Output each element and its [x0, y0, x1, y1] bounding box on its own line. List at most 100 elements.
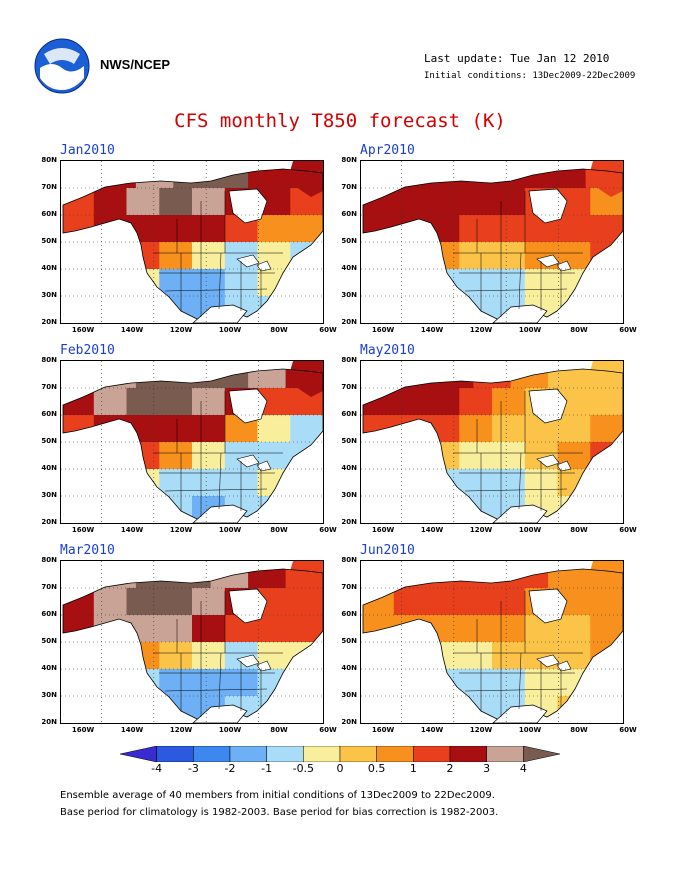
colorbar-swatch — [303, 746, 341, 762]
lat-label: 60N — [41, 410, 57, 418]
lat-label: 70N — [41, 583, 57, 591]
colorbar-tick-label: -1 — [261, 762, 273, 775]
lat-label: 30N — [41, 491, 57, 499]
lon-label: 160W — [371, 526, 395, 534]
lat-label: 80N — [41, 356, 57, 364]
forecast-map — [60, 160, 324, 324]
lon-label: 60W — [619, 526, 637, 534]
lon-label: 80W — [570, 326, 588, 334]
lon-label: 60W — [619, 726, 637, 734]
lat-label: 60N — [341, 610, 357, 618]
last-update: Last update: Tue Jan 12 2010 — [424, 52, 610, 65]
forecast-map — [360, 560, 624, 724]
lon-label: 120W — [469, 526, 493, 534]
lon-label: 100W — [218, 326, 242, 334]
panel-title: Apr2010 — [360, 143, 415, 158]
lon-label: 140W — [420, 726, 444, 734]
colorbar-tick-label: -0.5 — [292, 762, 315, 775]
colorbar-tick-label: -2 — [224, 762, 236, 775]
colorbar-tick-label: -4 — [151, 762, 163, 775]
lat-label: 80N — [341, 556, 357, 564]
lon-label: 60W — [319, 326, 337, 334]
lat-label: 20N — [41, 318, 57, 326]
lat-label: 20N — [341, 318, 357, 326]
lat-label: 80N — [41, 156, 57, 164]
panel-title: Jan2010 — [60, 143, 115, 158]
lat-label: 50N — [341, 437, 357, 445]
lat-label: 50N — [41, 637, 57, 645]
lat-label: 20N — [341, 718, 357, 726]
lat-label: 20N — [41, 518, 57, 526]
colorbar-tick-label: 0 — [336, 762, 344, 775]
colorbar-swatch — [266, 746, 304, 762]
lon-label: 140W — [120, 726, 144, 734]
lat-label: 40N — [41, 264, 57, 272]
colorbar-tick-label: 1 — [409, 762, 417, 775]
noaa-logo — [34, 38, 90, 94]
lon-label: 60W — [319, 526, 337, 534]
lat-label: 70N — [41, 383, 57, 391]
lat-label: 30N — [341, 291, 357, 299]
lon-label: 80W — [570, 526, 588, 534]
colorbar-tick-label: 2 — [446, 762, 454, 775]
lat-label: 60N — [341, 410, 357, 418]
lat-label: 20N — [41, 718, 57, 726]
lat-label: 50N — [341, 637, 357, 645]
colorbar-swatch — [376, 746, 414, 762]
colorbar-swatch — [156, 746, 194, 762]
footer-line-1: Ensemble average of 40 members from init… — [60, 790, 495, 801]
colorbar-swatch — [339, 746, 377, 762]
lat-label: 40N — [41, 664, 57, 672]
colorbar-swatch — [486, 746, 524, 762]
lon-label: 100W — [218, 526, 242, 534]
lon-label: 140W — [120, 326, 144, 334]
lon-label: 60W — [319, 726, 337, 734]
lat-label: 50N — [41, 437, 57, 445]
lat-label: 80N — [41, 556, 57, 564]
lon-label: 100W — [218, 726, 242, 734]
lat-label: 40N — [41, 464, 57, 472]
forecast-map — [360, 360, 624, 524]
lat-label: 60N — [41, 210, 57, 218]
lon-label: 160W — [371, 326, 395, 334]
colorbar-tick-label: 3 — [483, 762, 491, 775]
lat-label: 40N — [341, 464, 357, 472]
colorbar-swatch — [229, 746, 267, 762]
org-name: NWS/NCEP — [100, 57, 171, 72]
lat-label: 40N — [341, 264, 357, 272]
lon-label: 100W — [518, 326, 542, 334]
panel-title: Feb2010 — [60, 343, 115, 358]
lon-label: 120W — [469, 726, 493, 734]
lat-label: 50N — [341, 237, 357, 245]
panel-title: Jun2010 — [360, 543, 415, 558]
colorbar-tick-label: -3 — [187, 762, 199, 775]
lat-label: 40N — [341, 664, 357, 672]
lon-label: 140W — [420, 526, 444, 534]
lat-label: 50N — [41, 237, 57, 245]
lon-label: 120W — [169, 726, 193, 734]
lon-label: 100W — [518, 726, 542, 734]
lat-label: 30N — [341, 691, 357, 699]
panel-title: Mar2010 — [60, 543, 115, 558]
lat-label: 60N — [341, 210, 357, 218]
lon-label: 140W — [420, 326, 444, 334]
page-title: CFS monthly T850 forecast (K) — [174, 110, 506, 132]
colorbar-swatch — [523, 746, 560, 762]
forecast-map — [60, 560, 324, 724]
lon-label: 140W — [120, 526, 144, 534]
colorbar-swatch — [120, 746, 157, 762]
forecast-map — [60, 360, 324, 524]
lon-label: 100W — [518, 526, 542, 534]
colorbar — [120, 746, 560, 762]
lon-label: 80W — [270, 326, 288, 334]
forecast-map — [360, 160, 624, 324]
lon-label: 160W — [71, 726, 95, 734]
lat-label: 30N — [41, 691, 57, 699]
lat-label: 80N — [341, 156, 357, 164]
lon-label: 80W — [270, 726, 288, 734]
lon-label: 120W — [169, 326, 193, 334]
footer-line-2: Base period for climatology is 1982-2003… — [60, 807, 499, 818]
lat-label: 80N — [341, 356, 357, 364]
colorbar-swatch — [193, 746, 231, 762]
lon-label: 80W — [270, 526, 288, 534]
